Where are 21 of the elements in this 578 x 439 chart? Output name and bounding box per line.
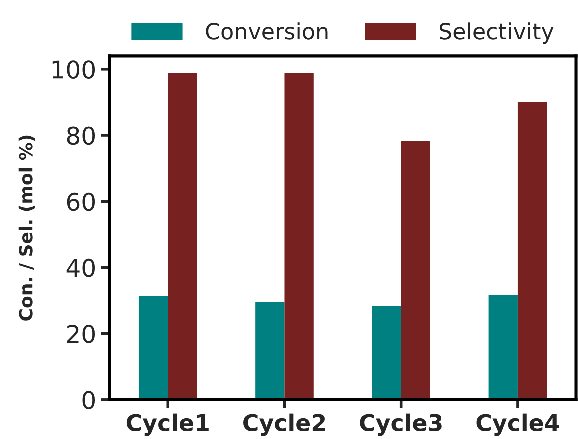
bar [168, 73, 198, 400]
legend-label: Selectivity [440, 22, 554, 44]
bar [256, 302, 285, 400]
bar [138, 296, 168, 400]
y-axis-title: Con. / Sel. (mol %) [18, 136, 35, 321]
bar [401, 141, 430, 400]
y-tick-label: 100 [52, 60, 96, 79]
y-tick-label: 40 [66, 258, 96, 278]
x-tick-label: Cycle3 [360, 414, 442, 436]
x-tick-label: Cycle1 [126, 414, 209, 436]
x-tick-label: Cycle2 [244, 414, 326, 436]
bar [488, 295, 518, 400]
y-tick-label: 80 [67, 126, 96, 146]
bar [284, 73, 314, 400]
legend-label: Conversion [206, 22, 328, 40]
y-tick-label: 0 [82, 391, 96, 410]
bar [518, 102, 548, 400]
bar [372, 306, 402, 400]
y-tick-label: 60 [67, 192, 96, 212]
x-tick-label: Cycle4 [476, 414, 560, 436]
y-tick-label: 20 [67, 325, 96, 344]
